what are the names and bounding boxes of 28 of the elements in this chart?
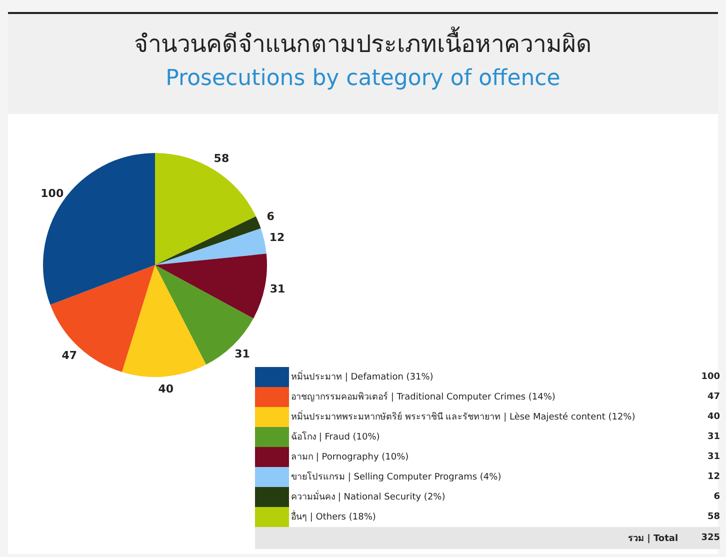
- text: 12: [707, 472, 720, 482]
- data-label: 100: [40, 186, 64, 200]
- legend-label: ฉ้อโกง | Fraud (10%): [290, 430, 381, 444]
- data-label: 6: [266, 210, 275, 224]
- chart-subtitle: Prosecutions by category of offence: [164, 66, 562, 91]
- text: 325: [698, 527, 720, 549]
- text: รวม | Total: [255, 527, 698, 549]
- text: 58: [707, 512, 720, 522]
- data-label: 47: [62, 348, 78, 362]
- data-label: 31: [270, 282, 286, 296]
- text: 6: [714, 492, 720, 502]
- text: 40: [707, 412, 720, 422]
- data-label: 58: [214, 152, 230, 165]
- text: 47: [707, 392, 720, 402]
- chart-title: จำนวนคดีจำแนกตามประเภทเนื้อหาความผิด: [133, 26, 593, 60]
- legend-label: หมิ่นประมาทพระมหากษัตริย์ พระราชินี และรัชทายาท | Lèse Majesté content (12%): [290, 409, 636, 424]
- text: 100: [701, 372, 720, 382]
- data-label: 40: [158, 382, 174, 396]
- legend-label: อื่นๆ | Others (18%): [290, 509, 377, 524]
- text: 31: [707, 432, 720, 442]
- legend-label: หมิ่นประมาท | Defamation (31%): [290, 369, 434, 384]
- legend-label: ความมั่นคง | National Security (2%): [290, 489, 446, 504]
- legend-label: ขายโปรแกรม | Selling Computer Programs (4%): [290, 470, 502, 484]
- data-label: 31: [234, 347, 250, 360]
- text: 31: [707, 452, 720, 462]
- legend-label: อาชญากรรมคอมพิวเตอร์ | Traditional Computer Crimes (14%): [290, 390, 556, 404]
- data-label: 12: [269, 230, 285, 244]
- legend-label: ลามก | Pornography (10%): [290, 451, 410, 464]
